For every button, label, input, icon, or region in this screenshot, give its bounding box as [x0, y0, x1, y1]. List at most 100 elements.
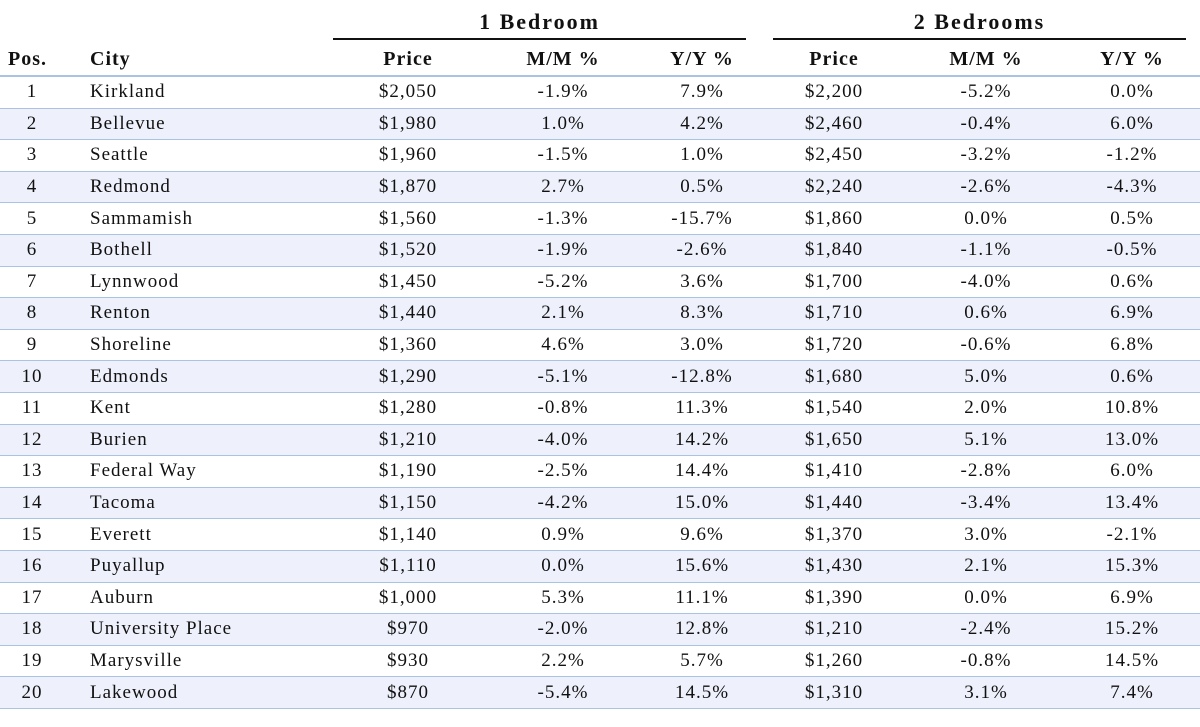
cell-pos: 5	[0, 202, 64, 235]
header-price-2br: Price	[760, 44, 908, 77]
cell-mm-1br: 2.7%	[482, 171, 644, 204]
table-row: 1 Kirkland $2,050 -1.9% 7.9% $2,200 -5.2% 0.0%	[0, 76, 1200, 109]
cell-price-2br: $1,310	[760, 676, 908, 709]
cell-city: Auburn	[64, 582, 334, 615]
table-row: 8 Renton $1,440 2.1% 8.3% $1,710 0.6% 6.9%	[0, 297, 1200, 330]
cell-city: Tacoma	[64, 487, 334, 520]
cell-mm-2br: -1.1%	[908, 234, 1064, 267]
cell-mm-2br: -0.6%	[908, 329, 1064, 362]
cell-mm-1br: 0.0%	[482, 550, 644, 583]
cell-yy-2br: 13.0%	[1064, 424, 1200, 457]
cell-yy-2br: 0.0%	[1064, 76, 1200, 109]
cell-price-2br: $1,540	[760, 392, 908, 425]
cell-yy-1br: -2.6%	[644, 234, 760, 267]
cell-city: University Place	[64, 613, 334, 646]
cell-price-1br: $1,960	[334, 139, 482, 172]
cell-pos: 3	[0, 139, 64, 172]
cell-yy-1br: 8.3%	[644, 297, 760, 330]
table-row: 10 Edmonds $1,290 -5.1% -12.8% $1,680 5.0% 0.6%	[0, 360, 1200, 393]
cell-yy-2br: 13.4%	[1064, 487, 1200, 520]
cell-mm-2br: 5.0%	[908, 360, 1064, 393]
cell-mm-2br: 0.0%	[908, 202, 1064, 235]
cell-price-1br: $1,150	[334, 487, 482, 520]
cell-mm-2br: -3.2%	[908, 139, 1064, 172]
cell-mm-1br: 4.6%	[482, 329, 644, 362]
table-row: 7 Lynnwood $1,450 -5.2% 3.6% $1,700 -4.0% 0.6%	[0, 266, 1200, 299]
cell-yy-2br: 6.9%	[1064, 297, 1200, 330]
cell-city: Sammamish	[64, 202, 334, 235]
cell-price-2br: $1,440	[760, 487, 908, 520]
cell-yy-2br: 0.6%	[1064, 266, 1200, 299]
cell-yy-2br: 6.8%	[1064, 329, 1200, 362]
cell-yy-1br: 12.8%	[644, 613, 760, 646]
cell-price-1br: $1,870	[334, 171, 482, 204]
cell-yy-2br: 15.2%	[1064, 613, 1200, 646]
cell-mm-2br: -4.0%	[908, 266, 1064, 299]
cell-price-2br: $1,680	[760, 360, 908, 393]
cell-price-1br: $870	[334, 676, 482, 709]
cell-pos: 18	[0, 613, 64, 646]
cell-yy-1br: 7.9%	[644, 76, 760, 109]
cell-mm-1br: -0.8%	[482, 392, 644, 425]
table-row: 13 Federal Way $1,190 -2.5% 14.4% $1,410 -2.8%…	[0, 455, 1200, 488]
cell-pos: 17	[0, 582, 64, 615]
cell-mm-1br: -2.0%	[482, 613, 644, 646]
cell-yy-1br: 9.6%	[644, 518, 760, 551]
cell-yy-2br: 7.4%	[1064, 676, 1200, 709]
cell-mm-2br: 2.0%	[908, 392, 1064, 425]
cell-mm-1br: -4.2%	[482, 487, 644, 520]
cell-yy-1br: 14.2%	[644, 424, 760, 457]
cell-pos: 15	[0, 518, 64, 551]
table-row: 17 Auburn $1,000 5.3% 11.1% $1,390 0.0% 6.9%	[0, 582, 1200, 615]
table-header-row: Pos. City Price M/M % Y/Y % Price M/M % …	[0, 44, 1200, 77]
cell-price-2br: $1,700	[760, 266, 908, 299]
cell-price-2br: $1,650	[760, 424, 908, 457]
table-row: 19 Marysville $930 2.2% 5.7% $1,260 -0.8% 14.5%	[0, 645, 1200, 678]
cell-price-2br: $2,240	[760, 171, 908, 204]
cell-pos: 8	[0, 297, 64, 330]
cell-mm-1br: -4.0%	[482, 424, 644, 457]
cell-city: Federal Way	[64, 455, 334, 488]
cell-yy-1br: 14.4%	[644, 455, 760, 488]
cell-yy-2br: 15.3%	[1064, 550, 1200, 583]
cell-price-2br: $1,430	[760, 550, 908, 583]
cell-pos: 14	[0, 487, 64, 520]
cell-price-1br: $1,280	[334, 392, 482, 425]
cell-city: Burien	[64, 424, 334, 457]
cell-price-1br: $1,360	[334, 329, 482, 362]
header-mm-1br: M/M %	[482, 44, 644, 77]
cell-mm-1br: 2.2%	[482, 645, 644, 678]
cell-yy-2br: 10.8%	[1064, 392, 1200, 425]
cell-yy-1br: 11.1%	[644, 582, 760, 615]
cell-yy-2br: 0.6%	[1064, 360, 1200, 393]
cell-yy-2br: 0.5%	[1064, 202, 1200, 235]
cell-mm-2br: 5.1%	[908, 424, 1064, 457]
cell-pos: 6	[0, 234, 64, 267]
cell-yy-2br: 6.9%	[1064, 582, 1200, 615]
cell-mm-2br: 2.1%	[908, 550, 1064, 583]
cell-yy-1br: 4.2%	[644, 108, 760, 141]
cell-price-1br: $1,110	[334, 550, 482, 583]
cell-price-1br: $1,440	[334, 297, 482, 330]
cell-price-1br: $1,190	[334, 455, 482, 488]
cell-yy-1br: 15.0%	[644, 487, 760, 520]
cell-price-1br: $1,560	[334, 202, 482, 235]
table-body: 1 Kirkland $2,050 -1.9% 7.9% $2,200 -5.2% 0.0% 2…	[0, 76, 1200, 709]
header-price-1br: Price	[334, 44, 482, 77]
cell-price-2br: $1,710	[760, 297, 908, 330]
header-pos: Pos.	[0, 44, 64, 77]
cell-mm-1br: 5.3%	[482, 582, 644, 615]
cell-mm-2br: -0.4%	[908, 108, 1064, 141]
cell-price-1br: $1,450	[334, 266, 482, 299]
table-row: 11 Kent $1,280 -0.8% 11.3% $1,540 2.0% 10.8%	[0, 392, 1200, 425]
cell-yy-1br: 0.5%	[644, 171, 760, 204]
table-row: 2 Bellevue $1,980 1.0% 4.2% $2,460 -0.4% 6.0%	[0, 108, 1200, 141]
cell-price-2br: $2,460	[760, 108, 908, 141]
cell-mm-1br: 0.9%	[482, 518, 644, 551]
cell-yy-1br: 14.5%	[644, 676, 760, 709]
cell-yy-2br: -2.1%	[1064, 518, 1200, 551]
cell-mm-2br: -3.4%	[908, 487, 1064, 520]
header-city: City	[64, 44, 334, 77]
table-row: 9 Shoreline $1,360 4.6% 3.0% $1,720 -0.6% 6.8%	[0, 329, 1200, 362]
column-group-header: 1 Bedroom 2 Bedrooms	[0, 0, 1200, 40]
